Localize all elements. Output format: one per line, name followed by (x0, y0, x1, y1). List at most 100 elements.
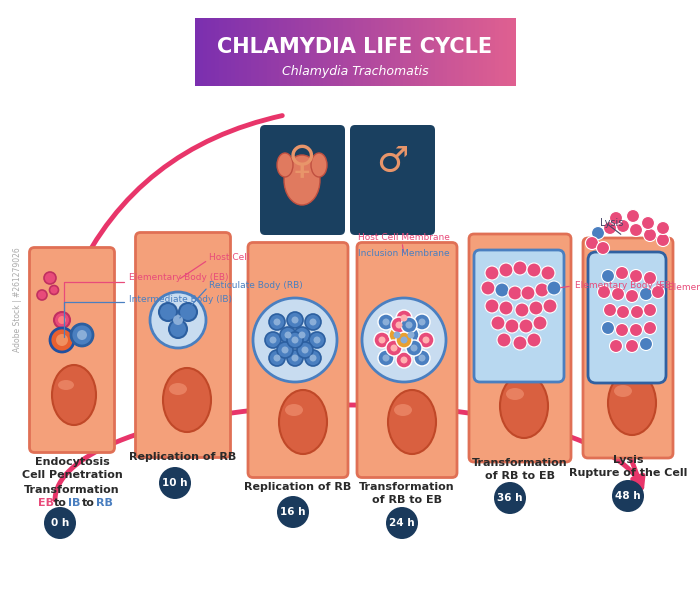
Circle shape (274, 355, 281, 362)
Circle shape (521, 286, 535, 300)
Circle shape (529, 301, 543, 315)
Circle shape (596, 242, 610, 255)
Bar (227, 18, 232, 86)
Ellipse shape (58, 380, 74, 390)
Circle shape (389, 327, 405, 343)
Text: Inclusion Membrane: Inclusion Membrane (358, 249, 450, 258)
Circle shape (640, 287, 652, 300)
Circle shape (643, 228, 657, 242)
Circle shape (309, 355, 316, 362)
Bar (471, 18, 475, 86)
Circle shape (374, 332, 390, 348)
Circle shape (414, 350, 430, 366)
Circle shape (291, 355, 298, 362)
Text: Replication of RB: Replication of RB (244, 482, 351, 492)
Bar (359, 18, 363, 86)
Bar (339, 18, 344, 86)
Circle shape (629, 224, 643, 236)
Circle shape (362, 298, 446, 382)
Circle shape (631, 305, 643, 318)
Bar (443, 18, 447, 86)
Bar (463, 18, 468, 86)
Bar (487, 18, 491, 86)
Ellipse shape (163, 368, 211, 432)
Bar (239, 18, 244, 86)
Text: 48 h: 48 h (615, 491, 640, 501)
Ellipse shape (608, 371, 656, 435)
Circle shape (617, 305, 629, 318)
Text: Elementary Body (EB): Elementary Body (EB) (575, 281, 675, 290)
Text: Elementary Body (EB): Elementary Body (EB) (668, 283, 700, 293)
Text: Reticulate Body (RB): Reticulate Body (RB) (209, 280, 302, 290)
Circle shape (640, 337, 652, 350)
Text: Adobe Stock | #261279026: Adobe Stock | #261279026 (13, 248, 22, 352)
Ellipse shape (506, 388, 524, 400)
Circle shape (535, 283, 549, 297)
Text: Lysis: Lysis (612, 455, 643, 465)
Circle shape (265, 332, 281, 348)
Text: Elementary Body (EB): Elementary Body (EB) (129, 274, 228, 283)
Bar (419, 18, 424, 86)
Circle shape (547, 281, 561, 295)
Circle shape (297, 342, 313, 358)
Circle shape (400, 315, 407, 321)
Circle shape (485, 299, 499, 313)
Bar (207, 18, 211, 86)
Bar (351, 18, 356, 86)
Circle shape (527, 333, 541, 347)
Circle shape (601, 321, 615, 334)
Circle shape (294, 327, 310, 343)
Bar (391, 18, 395, 86)
Bar (303, 18, 307, 86)
Bar (375, 18, 379, 86)
Circle shape (610, 340, 622, 352)
Circle shape (541, 266, 555, 280)
Bar (403, 18, 407, 86)
Text: to: to (82, 498, 94, 508)
Bar (455, 18, 459, 86)
Circle shape (543, 299, 557, 313)
Bar (407, 18, 412, 86)
Bar (299, 18, 304, 86)
Circle shape (615, 324, 629, 337)
Circle shape (54, 312, 70, 328)
Text: RB: RB (96, 498, 113, 508)
Circle shape (401, 317, 417, 333)
FancyBboxPatch shape (583, 238, 673, 458)
Circle shape (491, 316, 505, 330)
Bar (323, 18, 328, 86)
Circle shape (652, 286, 664, 299)
Text: Transformation: Transformation (359, 482, 455, 492)
Circle shape (626, 340, 638, 352)
Bar (195, 18, 199, 86)
Circle shape (513, 261, 527, 275)
Circle shape (169, 320, 187, 338)
Circle shape (418, 332, 434, 348)
Text: to: to (54, 498, 66, 508)
Bar (491, 18, 496, 86)
Bar (199, 18, 204, 86)
Bar (363, 18, 368, 86)
Text: EB: EB (38, 498, 54, 508)
Circle shape (495, 283, 509, 297)
FancyBboxPatch shape (260, 125, 345, 235)
Bar (275, 18, 279, 86)
Circle shape (302, 346, 309, 353)
Bar (495, 18, 500, 86)
Bar (279, 18, 284, 86)
Bar (343, 18, 347, 86)
Text: Transformation: Transformation (473, 458, 568, 468)
Bar (291, 18, 295, 86)
Circle shape (414, 314, 430, 330)
Text: Intermediate Body (IB): Intermediate Body (IB) (129, 296, 232, 305)
Circle shape (179, 303, 197, 321)
Bar (251, 18, 256, 86)
Circle shape (643, 303, 657, 317)
Circle shape (519, 319, 533, 333)
Circle shape (585, 236, 598, 249)
Circle shape (603, 221, 617, 234)
FancyBboxPatch shape (357, 243, 457, 478)
Circle shape (505, 319, 519, 333)
Bar (235, 18, 239, 86)
Circle shape (629, 270, 643, 283)
